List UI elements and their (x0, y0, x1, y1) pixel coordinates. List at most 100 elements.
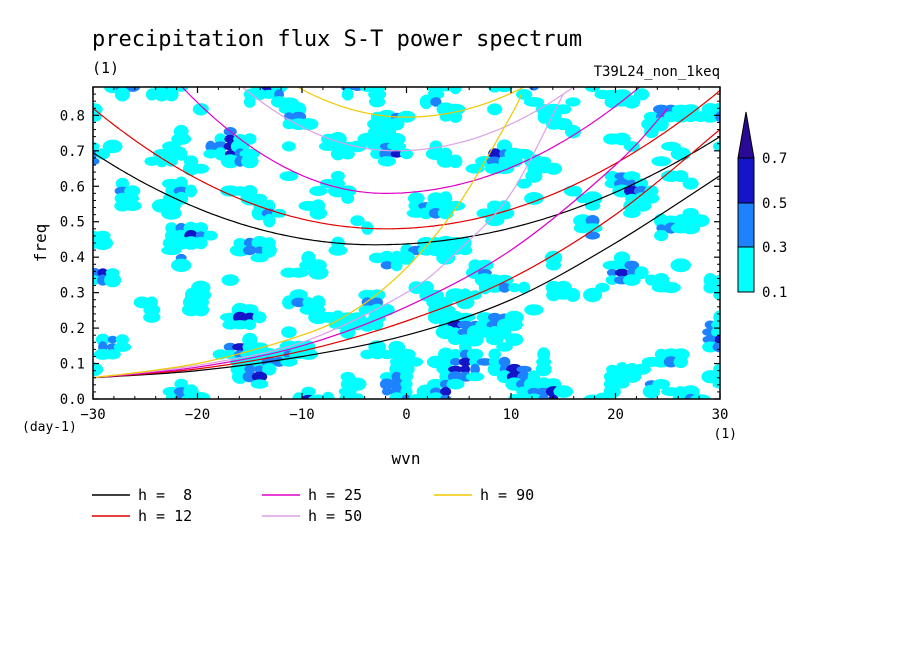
contour-blob (623, 141, 640, 152)
contour-blob (341, 192, 355, 204)
contour-blob (262, 363, 277, 376)
contour-blob (446, 378, 465, 390)
contour-blob (702, 335, 718, 344)
contour-blob (614, 268, 630, 277)
contour-blob (115, 334, 129, 345)
contour-blob (221, 274, 239, 286)
contour-blob (254, 246, 265, 255)
contour-blob (673, 355, 688, 369)
contour-blob (389, 392, 405, 399)
contour-blob (164, 87, 179, 102)
contour-blob (456, 295, 475, 310)
contour-blob (302, 297, 315, 308)
contour-blob (427, 89, 445, 100)
contour-blob (282, 141, 296, 152)
contour-blob (251, 193, 268, 204)
x-tick-label: −20 (185, 407, 210, 423)
contour-blob (224, 134, 236, 144)
contour-blob (485, 334, 504, 346)
contour-blob (279, 171, 299, 182)
contour-blob (469, 356, 481, 368)
contour-blob (241, 154, 259, 169)
contour-blob (523, 97, 545, 107)
curve-lower-h90 (93, 93, 523, 379)
x-tick-label: 20 (607, 407, 624, 423)
contour-blob (233, 311, 247, 323)
colorbar-label: 0.5 (762, 196, 787, 212)
contour-blob (624, 260, 640, 270)
x-tick-label: 10 (503, 407, 520, 423)
contour-blob (623, 171, 641, 181)
contour-blob (635, 178, 649, 189)
contour-blob (243, 96, 256, 108)
contour-blob (387, 133, 406, 145)
y-tick-label: 0.6 (60, 179, 85, 195)
contour-blob (340, 148, 355, 160)
contour-blob (298, 118, 319, 131)
curve-lower-h12 (93, 129, 720, 379)
contour-blob (252, 311, 267, 324)
contour-blob (390, 259, 403, 272)
legend-label-h8: h = 8 (138, 486, 192, 504)
legend-label-h50: h = 50 (308, 507, 362, 525)
contour-blob (339, 325, 356, 339)
contour-blob (328, 245, 348, 256)
chart-title: precipitation flux S-T power spectrum (92, 27, 582, 52)
contour-blob (594, 392, 611, 399)
contour-blob (526, 393, 541, 399)
contour-blob (254, 365, 265, 374)
contour-blob (436, 364, 456, 375)
contour-blob (651, 156, 671, 167)
contour-blob (565, 97, 581, 107)
chart-subtitle: (1) (92, 59, 119, 77)
contour-blob (185, 184, 197, 198)
contour-blob (545, 260, 562, 271)
contour-blob (476, 312, 494, 323)
contour-blob (171, 258, 192, 272)
curve-upper-h90 (296, 87, 526, 118)
contour-blob (563, 185, 583, 197)
x-tick-label: 30 (712, 407, 729, 423)
curve-upper-h50 (241, 87, 575, 152)
x-unit-label: (1) (714, 427, 737, 442)
contour-blob (524, 304, 544, 316)
contour-blob (465, 163, 485, 174)
contour-blob (525, 169, 543, 183)
y-axis-label: freq (31, 224, 50, 263)
contour-blob (460, 364, 471, 374)
contour-blob (505, 318, 523, 332)
contour-blob (548, 394, 559, 399)
contour-blob (505, 333, 524, 346)
contour-blob (379, 250, 395, 266)
case-label: T39L24_non_1keq (594, 64, 720, 80)
contour-blob (518, 392, 531, 399)
contour-blob (371, 318, 384, 331)
contour-blob (203, 149, 218, 159)
contour-blob (670, 147, 691, 161)
contour-blob (445, 103, 466, 115)
contour-blob (341, 88, 354, 101)
curve-upper-h25 (181, 87, 641, 195)
contour-blob (350, 393, 365, 399)
contour-blob (398, 251, 415, 265)
contour-blob (544, 162, 563, 175)
contour-blob (524, 192, 544, 205)
contour-blob (165, 392, 178, 399)
contour-blob (389, 378, 405, 390)
contour-blob (289, 289, 308, 301)
contour-blob (113, 342, 132, 352)
contour-blob (613, 132, 631, 146)
contour-blob (466, 332, 484, 347)
contour-blob (162, 141, 181, 152)
contour-blob (506, 363, 523, 375)
contour-blob (712, 379, 720, 389)
contour-blob (193, 236, 208, 250)
contour-blob (418, 207, 434, 220)
contour-blob (458, 245, 473, 256)
curve-upper-h12 (93, 90, 720, 230)
y-tick-label: 0.5 (60, 215, 85, 231)
contour-blob (458, 357, 472, 367)
contour-blob (193, 222, 208, 235)
contour-blob (377, 156, 396, 167)
contour-blob (104, 272, 122, 288)
